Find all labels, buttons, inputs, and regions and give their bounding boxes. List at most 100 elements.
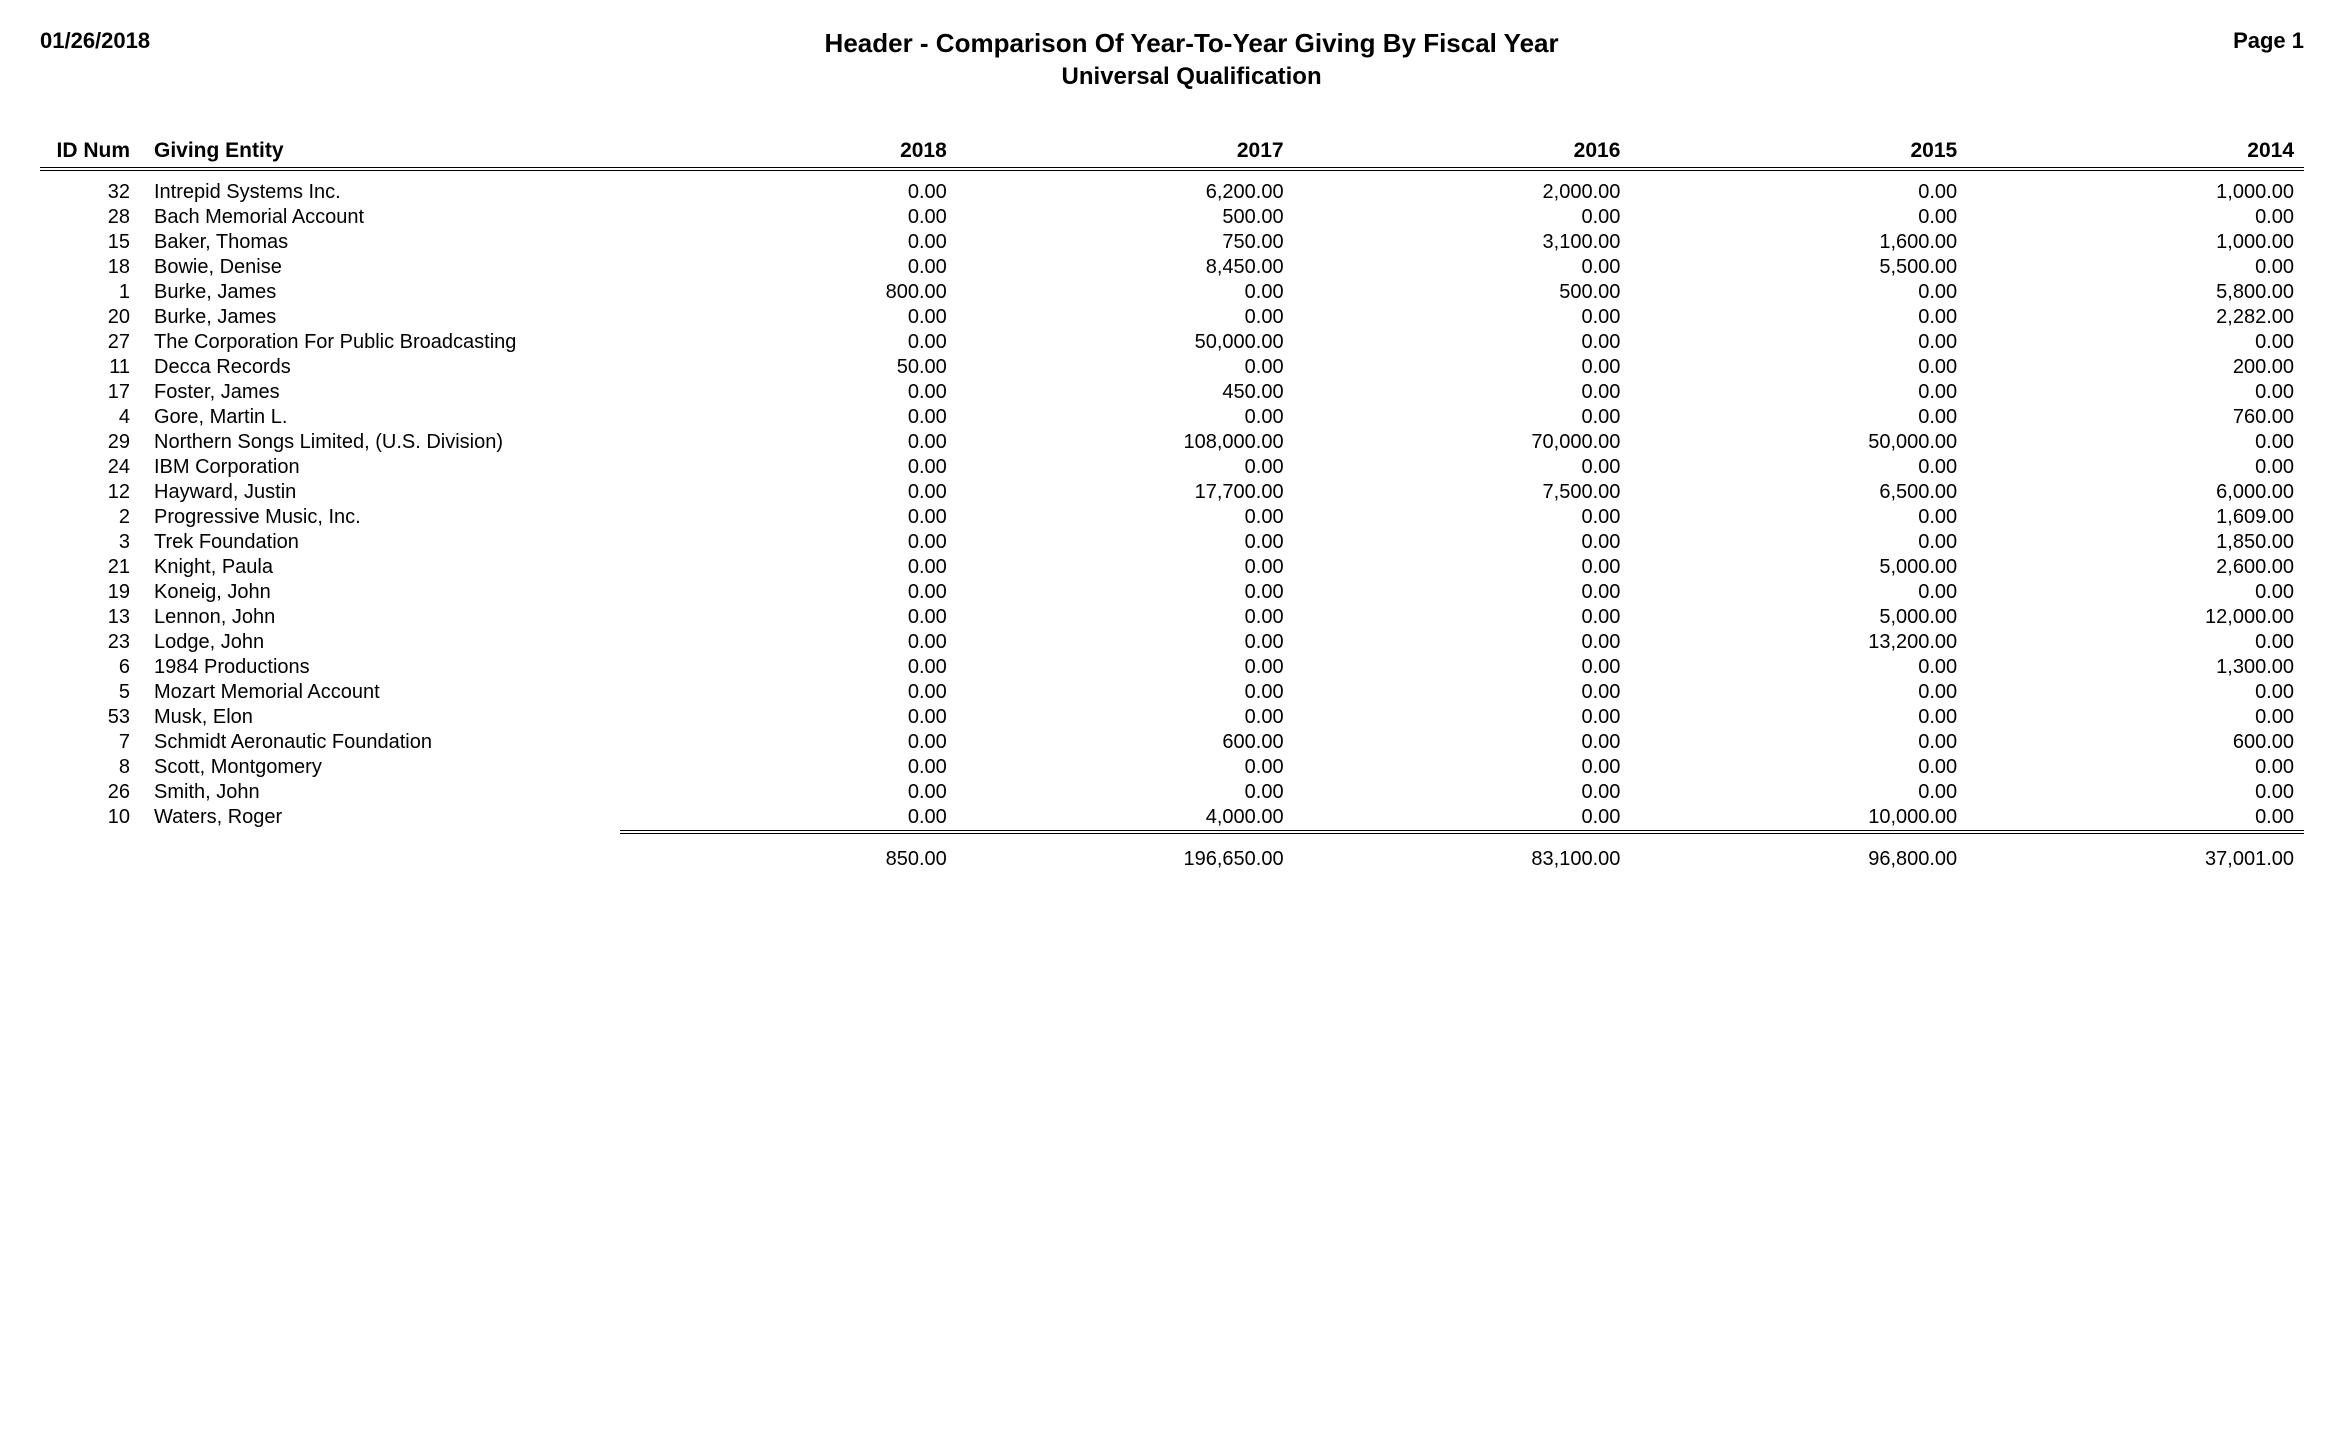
cell-2014: 1,000.00 bbox=[1967, 171, 2304, 205]
cell-id: 1 bbox=[40, 280, 140, 305]
cell-entity: Progressive Music, Inc. bbox=[140, 505, 620, 530]
cell-entity: Burke, James bbox=[140, 305, 620, 330]
cell-2015: 0.00 bbox=[1630, 330, 1967, 355]
total-2018: 850.00 bbox=[620, 830, 957, 872]
cell-2014: 1,609.00 bbox=[1967, 505, 2304, 530]
cell-2018: 0.00 bbox=[620, 405, 957, 430]
table-row: 1Burke, James800.000.00500.000.005,800.0… bbox=[40, 280, 2304, 305]
cell-2016: 2,000.00 bbox=[1294, 171, 1631, 205]
cell-entity: Scott, Montgomery bbox=[140, 755, 620, 780]
cell-2015: 0.00 bbox=[1630, 655, 1967, 680]
cell-2014: 600.00 bbox=[1967, 730, 2304, 755]
cell-2018: 0.00 bbox=[620, 255, 957, 280]
col-header-2015: 2015 bbox=[1630, 139, 1967, 171]
cell-id: 24 bbox=[40, 455, 140, 480]
cell-2015: 0.00 bbox=[1630, 580, 1967, 605]
cell-2016: 0.00 bbox=[1294, 680, 1631, 705]
cell-2015: 5,000.00 bbox=[1630, 555, 1967, 580]
cell-2017: 0.00 bbox=[957, 680, 1294, 705]
table-row: 3Trek Foundation0.000.000.000.001,850.00 bbox=[40, 530, 2304, 555]
cell-id: 27 bbox=[40, 330, 140, 355]
cell-2015: 5,000.00 bbox=[1630, 605, 1967, 630]
cell-2014: 0.00 bbox=[1967, 805, 2304, 830]
cell-2015: 50,000.00 bbox=[1630, 430, 1967, 455]
cell-2015: 13,200.00 bbox=[1630, 630, 1967, 655]
cell-2017: 500.00 bbox=[957, 205, 1294, 230]
cell-entity: Smith, John bbox=[140, 780, 620, 805]
cell-entity: Decca Records bbox=[140, 355, 620, 380]
table-row: 24IBM Corporation0.000.000.000.000.00 bbox=[40, 455, 2304, 480]
table-row: 32Intrepid Systems Inc.0.006,200.002,000… bbox=[40, 171, 2304, 205]
cell-id: 4 bbox=[40, 405, 140, 430]
cell-2017: 0.00 bbox=[957, 555, 1294, 580]
cell-2018: 0.00 bbox=[620, 171, 957, 205]
cell-id: 12 bbox=[40, 480, 140, 505]
cell-2017: 8,450.00 bbox=[957, 255, 1294, 280]
cell-2016: 0.00 bbox=[1294, 330, 1631, 355]
cell-2018: 50.00 bbox=[620, 355, 957, 380]
cell-2016: 0.00 bbox=[1294, 305, 1631, 330]
cell-2016: 3,100.00 bbox=[1294, 230, 1631, 255]
cell-2018: 0.00 bbox=[620, 555, 957, 580]
cell-2016: 0.00 bbox=[1294, 255, 1631, 280]
table-row: 21Knight, Paula0.000.000.005,000.002,600… bbox=[40, 555, 2304, 580]
table-row: 53Musk, Elon0.000.000.000.000.00 bbox=[40, 705, 2304, 730]
cell-2015: 0.00 bbox=[1630, 380, 1967, 405]
cell-id: 21 bbox=[40, 555, 140, 580]
cell-2014: 0.00 bbox=[1967, 455, 2304, 480]
cell-id: 23 bbox=[40, 630, 140, 655]
cell-id: 3 bbox=[40, 530, 140, 555]
table-row: 5Mozart Memorial Account0.000.000.000.00… bbox=[40, 680, 2304, 705]
cell-2016: 0.00 bbox=[1294, 555, 1631, 580]
total-2014: 37,001.00 bbox=[1967, 830, 2304, 872]
cell-2017: 17,700.00 bbox=[957, 480, 1294, 505]
cell-2017: 108,000.00 bbox=[957, 430, 1294, 455]
table-totals-row: 850.00 196,650.00 83,100.00 96,800.00 37… bbox=[40, 830, 2304, 872]
table-row: 2Progressive Music, Inc.0.000.000.000.00… bbox=[40, 505, 2304, 530]
cell-2014: 0.00 bbox=[1967, 680, 2304, 705]
col-header-2017: 2017 bbox=[957, 139, 1294, 171]
cell-2016: 0.00 bbox=[1294, 730, 1631, 755]
cell-2016: 0.00 bbox=[1294, 755, 1631, 780]
cell-2016: 0.00 bbox=[1294, 630, 1631, 655]
cell-entity: Baker, Thomas bbox=[140, 230, 620, 255]
giving-table: ID Num Giving Entity 2018 2017 2016 2015… bbox=[40, 139, 2304, 872]
cell-2014: 0.00 bbox=[1967, 330, 2304, 355]
cell-entity: 1984 Productions bbox=[140, 655, 620, 680]
cell-entity: Lennon, John bbox=[140, 605, 620, 630]
cell-2015: 0.00 bbox=[1630, 405, 1967, 430]
table-body: 32Intrepid Systems Inc.0.006,200.002,000… bbox=[40, 171, 2304, 830]
cell-2018: 0.00 bbox=[620, 455, 957, 480]
cell-id: 13 bbox=[40, 605, 140, 630]
cell-entity: Lodge, John bbox=[140, 630, 620, 655]
report-subtitle: Universal Qualification bbox=[150, 63, 2233, 91]
cell-2015: 5,500.00 bbox=[1630, 255, 1967, 280]
cell-2018: 0.00 bbox=[620, 230, 957, 255]
table-row: 28Bach Memorial Account0.00500.000.000.0… bbox=[40, 205, 2304, 230]
cell-2016: 0.00 bbox=[1294, 705, 1631, 730]
cell-2016: 7,500.00 bbox=[1294, 480, 1631, 505]
col-header-id: ID Num bbox=[40, 139, 140, 171]
cell-2014: 0.00 bbox=[1967, 430, 2304, 455]
col-header-2014: 2014 bbox=[1967, 139, 2304, 171]
cell-2017: 0.00 bbox=[957, 305, 1294, 330]
cell-id: 15 bbox=[40, 230, 140, 255]
cell-id: 10 bbox=[40, 805, 140, 830]
cell-2018: 0.00 bbox=[620, 780, 957, 805]
cell-entity: Schmidt Aeronautic Foundation bbox=[140, 730, 620, 755]
cell-entity: Trek Foundation bbox=[140, 530, 620, 555]
cell-2014: 5,800.00 bbox=[1967, 280, 2304, 305]
cell-id: 11 bbox=[40, 355, 140, 380]
col-header-2018: 2018 bbox=[620, 139, 957, 171]
cell-entity: Mozart Memorial Account bbox=[140, 680, 620, 705]
cell-2017: 0.00 bbox=[957, 580, 1294, 605]
cell-2014: 0.00 bbox=[1967, 255, 2304, 280]
cell-2018: 0.00 bbox=[620, 705, 957, 730]
table-row: 12Hayward, Justin0.0017,700.007,500.006,… bbox=[40, 480, 2304, 505]
cell-2018: 0.00 bbox=[620, 305, 957, 330]
table-row: 61984 Productions0.000.000.000.001,300.0… bbox=[40, 655, 2304, 680]
cell-2017: 0.00 bbox=[957, 505, 1294, 530]
cell-2017: 50,000.00 bbox=[957, 330, 1294, 355]
cell-2015: 10,000.00 bbox=[1630, 805, 1967, 830]
cell-2017: 0.00 bbox=[957, 355, 1294, 380]
